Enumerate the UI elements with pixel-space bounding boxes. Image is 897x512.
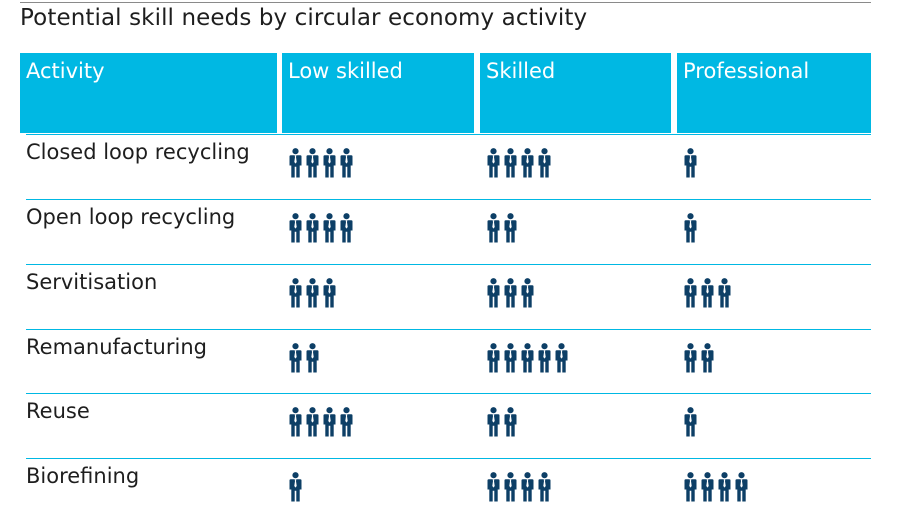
person-icon [306, 148, 319, 178]
person-icon [289, 407, 302, 437]
header-low-skilled: Low skilled [282, 53, 474, 133]
person-icon [487, 343, 500, 373]
person-icon [701, 343, 714, 373]
person-icon [487, 278, 500, 308]
person-icon [504, 472, 517, 502]
person-icon [718, 278, 731, 308]
row-divider [26, 393, 871, 394]
person-icon [538, 343, 551, 373]
person-icon [289, 472, 302, 502]
icon-group-low-skilled [289, 278, 336, 308]
icon-group-skilled [487, 148, 551, 178]
icon-group-skilled [487, 343, 568, 373]
top-rule [20, 2, 871, 3]
icon-group-professional [684, 213, 697, 243]
person-icon [289, 213, 302, 243]
row-divider [26, 264, 871, 265]
person-icon [306, 343, 319, 373]
icon-group-low-skilled [289, 148, 353, 178]
person-icon [521, 148, 534, 178]
icon-group-professional [684, 148, 697, 178]
person-icon [289, 278, 302, 308]
person-icon [487, 407, 500, 437]
row-divider [26, 134, 871, 135]
header-activity: Activity [20, 53, 277, 133]
person-icon [684, 472, 697, 502]
activity-label: Biorefining [26, 464, 140, 488]
person-icon [521, 278, 534, 308]
person-icon [487, 213, 500, 243]
person-icon [323, 278, 336, 308]
person-icon [684, 278, 697, 308]
icon-group-skilled [487, 278, 534, 308]
person-icon [684, 407, 697, 437]
header-skilled: Skilled [480, 53, 671, 133]
person-icon [521, 472, 534, 502]
activity-label: Closed loop recycling [26, 140, 250, 164]
person-icon [306, 278, 319, 308]
person-icon [504, 148, 517, 178]
person-icon [487, 472, 500, 502]
person-icon [323, 407, 336, 437]
person-icon [340, 148, 353, 178]
icon-group-professional [684, 278, 731, 308]
icon-group-professional [684, 407, 697, 437]
person-icon [323, 213, 336, 243]
icon-group-professional [684, 472, 748, 502]
icon-group-skilled [487, 407, 517, 437]
person-icon [701, 472, 714, 502]
person-icon [306, 407, 319, 437]
person-icon [289, 343, 302, 373]
person-icon [306, 213, 319, 243]
chart-title: Potential skill needs by circular econom… [20, 5, 588, 31]
header-professional: Professional [677, 53, 871, 133]
icon-group-low-skilled [289, 472, 302, 502]
icon-group-low-skilled [289, 213, 353, 243]
person-icon [340, 407, 353, 437]
person-icon [684, 213, 697, 243]
person-icon [555, 343, 568, 373]
activity-label: Servitisation [26, 270, 158, 294]
icon-group-skilled [487, 472, 551, 502]
icon-group-low-skilled [289, 407, 353, 437]
person-icon [684, 148, 697, 178]
row-divider [26, 199, 871, 200]
activity-label: Open loop recycling [26, 205, 236, 229]
row-divider [26, 458, 871, 459]
person-icon [340, 213, 353, 243]
person-icon [521, 343, 534, 373]
activity-label: Reuse [26, 399, 90, 423]
person-icon [323, 148, 336, 178]
person-icon [487, 148, 500, 178]
person-icon [538, 472, 551, 502]
person-icon [718, 472, 731, 502]
person-icon [684, 343, 697, 373]
person-icon [504, 407, 517, 437]
icon-group-low-skilled [289, 343, 319, 373]
icon-group-professional [684, 343, 714, 373]
activity-label: Remanufacturing [26, 335, 207, 359]
person-icon [735, 472, 748, 502]
person-icon [504, 278, 517, 308]
icon-group-skilled [487, 213, 517, 243]
person-icon [701, 278, 714, 308]
person-icon [289, 148, 302, 178]
person-icon [538, 148, 551, 178]
person-icon [504, 213, 517, 243]
row-divider [26, 329, 871, 330]
person-icon [504, 343, 517, 373]
